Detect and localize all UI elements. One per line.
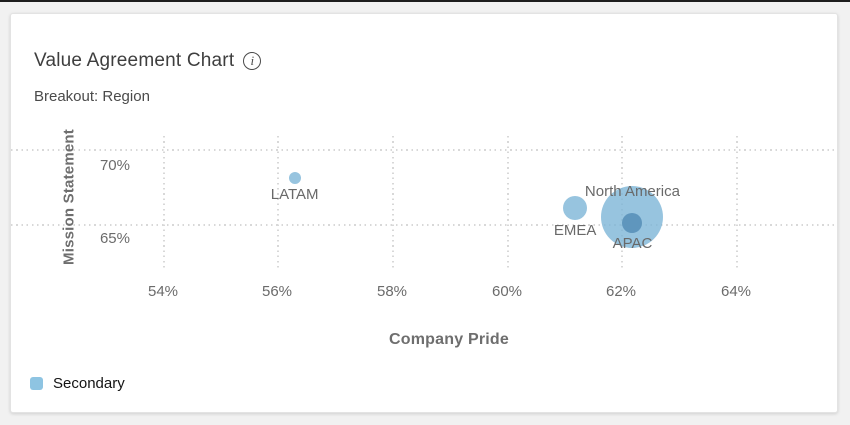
v-gridline-54 xyxy=(163,136,165,268)
v-gridline-60 xyxy=(507,136,509,268)
bubble-label-apac: APAC xyxy=(612,234,653,252)
legend-label: Secondary xyxy=(53,375,125,392)
legend-item-secondary[interactable]: Secondary xyxy=(30,375,125,392)
plot-area: 70% 65% 54% 56% 58% 60% 62% 64% Mission … xyxy=(11,14,837,412)
v-gridline-58 xyxy=(392,136,394,268)
x-tick-58: 58% xyxy=(376,283,408,300)
bubble-emea[interactable] xyxy=(563,195,588,220)
y-tick-65: 65% xyxy=(99,230,130,247)
bubble-apac[interactable] xyxy=(622,212,643,233)
top-bar xyxy=(0,0,850,2)
v-gridline-56 xyxy=(277,136,279,268)
legend-swatch xyxy=(30,377,43,390)
info-icon[interactable]: i xyxy=(243,52,262,70)
x-tick-56: 56% xyxy=(261,283,293,300)
breakout-label: Breakout: Region xyxy=(34,88,150,105)
x-tick-64: 64% xyxy=(720,283,752,300)
bubble-label-emea: EMEA xyxy=(553,221,597,239)
x-axis-title: Company Pride xyxy=(389,331,509,348)
value-agreement-chart-card: Value Agreement Chart i Breakout: Region… xyxy=(10,13,838,413)
h-gridline-70 xyxy=(11,149,837,151)
y-axis-title: Mission Statement xyxy=(60,129,78,265)
h-gridline-65 xyxy=(11,224,837,226)
v-gridline-64 xyxy=(736,136,738,268)
x-tick-54: 54% xyxy=(147,283,179,300)
y-tick-70: 70% xyxy=(99,157,130,174)
card-title: Value Agreement Chart xyxy=(34,50,235,71)
x-tick-62: 62% xyxy=(605,283,637,300)
bubble-latam[interactable] xyxy=(288,171,301,184)
bubble-label-latam: LATAM xyxy=(270,185,319,203)
x-tick-60: 60% xyxy=(491,283,523,300)
bubble-label-north-america: North America xyxy=(584,182,680,200)
card-header: Value Agreement Chart i xyxy=(34,50,262,72)
